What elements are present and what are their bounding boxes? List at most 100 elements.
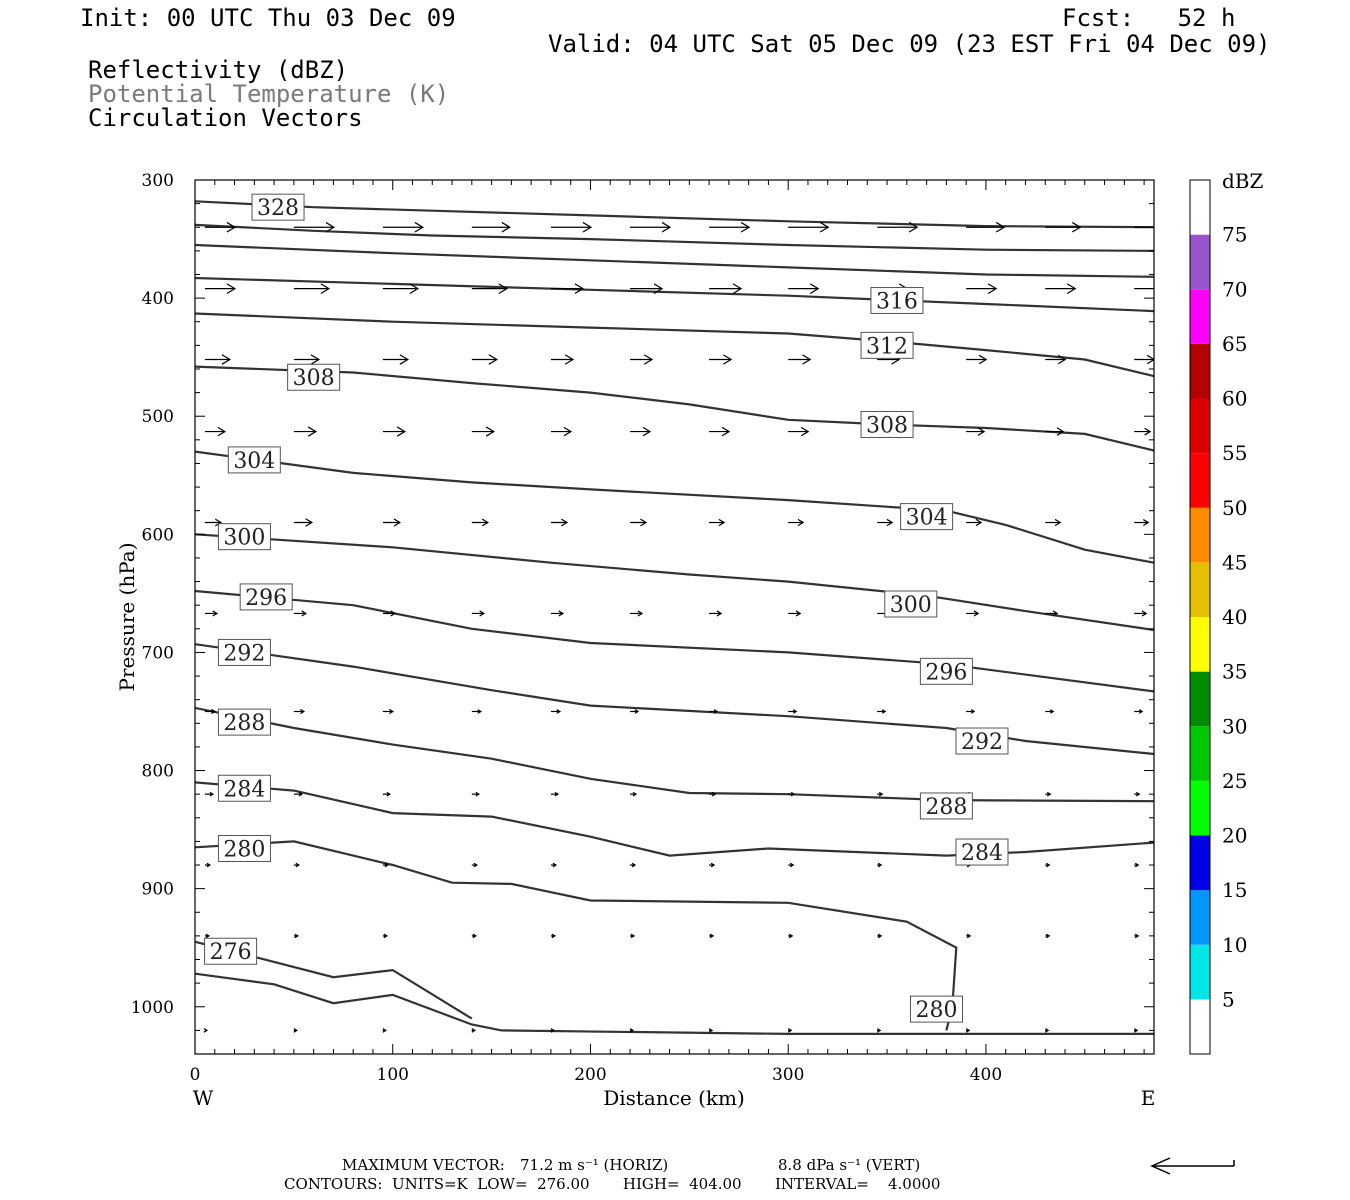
circulation-vector: [788, 283, 820, 294]
circulation-vector: [471, 862, 478, 868]
circulation-vector: [471, 426, 495, 437]
field-reflectivity: Reflectivity (dBZ): [88, 56, 349, 84]
circulation-vector: [1134, 354, 1154, 365]
circulation-vector: [877, 862, 883, 868]
circulation-vector: [471, 518, 489, 527]
max-vector-arrow: [1150, 1157, 1235, 1175]
circulation-vector: [876, 1028, 882, 1033]
circulation-vector: [630, 862, 637, 868]
max-vector-label: MAXIMUM VECTOR:: [342, 1156, 505, 1174]
svg-text:280: 280: [223, 837, 265, 862]
contour-label: 296: [919, 657, 973, 685]
x-tick-label: 400: [970, 1065, 1002, 1085]
colorbar-swatch: [1190, 398, 1210, 454]
circulation-vector: [630, 221, 672, 233]
svg-text:280: 280: [915, 998, 957, 1023]
colorbar-swatch: [1190, 562, 1210, 617]
colorbar-level-label: 60: [1222, 387, 1247, 411]
circulation-vector: [788, 221, 830, 233]
y-tick-label: 600: [142, 525, 174, 545]
colorbar-swatch: [1190, 234, 1210, 290]
circulation-vector: [550, 426, 573, 437]
svg-text:292: 292: [961, 730, 1003, 755]
contour-label: 292: [955, 727, 1009, 755]
circulation-vector: [966, 709, 976, 714]
colorbar-swatch: [1190, 343, 1210, 399]
circulation-vector: [550, 791, 560, 797]
theta-contour-line-1: [195, 223, 1154, 252]
theta-contour-328: [195, 200, 1154, 229]
circulation-vector: [293, 426, 318, 437]
circulation-vector: [382, 610, 397, 617]
theta-contour-line-2: [195, 243, 1154, 278]
theta-contour-line-3: [195, 276, 1154, 313]
contour-label: 280: [217, 834, 271, 862]
contour-label: 284: [217, 774, 271, 802]
svg-text:308: 308: [293, 366, 335, 391]
colorbar-swatch: [1190, 780, 1210, 836]
circulation-vector: [788, 791, 796, 797]
circulation-vector: [550, 709, 562, 714]
circulation-vector: [1134, 610, 1148, 617]
circulation-vector: [1045, 221, 1082, 233]
circulation-vector: [630, 283, 664, 294]
colorbar-swatch: [1190, 507, 1210, 563]
y-tick-label: 700: [142, 643, 174, 663]
east-label: E: [1141, 1086, 1156, 1110]
circulation-vector: [1045, 610, 1059, 617]
circulation-vector: [709, 221, 751, 233]
colorbar-level-label: 20: [1222, 824, 1247, 848]
circulation-vector: [709, 709, 719, 714]
circulation-vector: [382, 791, 392, 797]
circulation-vector: [877, 791, 884, 797]
valid-time: Valid: 04 UTC Sat 05 Dec 09 (23 EST Fri …: [548, 30, 1271, 58]
circulation-vector: [1134, 427, 1152, 436]
circulation-vector: [788, 709, 798, 714]
svg-text:288: 288: [223, 711, 265, 736]
theta-contour-288: [195, 706, 1154, 803]
circulation-vector: [204, 933, 211, 939]
y-tick-label: 900: [142, 880, 174, 900]
svg-text:328: 328: [257, 196, 299, 221]
circulation-vector: [877, 933, 883, 939]
circulation-vector: [382, 708, 395, 715]
colorbar-swatch: [1190, 289, 1210, 344]
theta-contour-284: [195, 781, 1154, 857]
colorbar-swatch: [1190, 453, 1210, 508]
theta-contour-line-14: [195, 972, 1154, 1035]
circulation-vector: [293, 283, 331, 294]
circulation-vector: [788, 862, 795, 868]
contour-label: 284: [955, 838, 1009, 866]
colorbar-level-label: 50: [1222, 496, 1247, 520]
circulation-vector: [966, 354, 988, 365]
circulation-vector: [550, 610, 565, 617]
circulation-vector: [1044, 1028, 1050, 1033]
circulation-vector: [550, 283, 585, 294]
circulation-vector: [204, 708, 217, 715]
circulation-vector: [471, 1028, 476, 1033]
svg-text:308: 308: [866, 413, 908, 438]
circulation-vector: [788, 426, 810, 437]
circulation-vector: [630, 791, 638, 797]
circulation-vector: [382, 933, 389, 939]
circulation-vector: [204, 518, 223, 527]
colorbar-level-label: 30: [1222, 714, 1247, 738]
x-tick-label: 100: [377, 1065, 409, 1085]
contour-label: 328: [251, 193, 305, 221]
contour-label: 304: [227, 446, 281, 474]
colorbar-level-label: 55: [1222, 441, 1247, 465]
circulation-vector: [471, 610, 485, 617]
circulation-vector: [293, 610, 308, 617]
circulation-vector: [709, 354, 733, 365]
circulation-vector: [877, 221, 919, 233]
circulation-vector: [788, 518, 805, 527]
circulation-vector: [293, 354, 321, 365]
contour-label: 308: [860, 410, 914, 438]
west-label: W: [193, 1086, 214, 1110]
circulation-vector: [293, 862, 301, 868]
circulation-vector: [1045, 354, 1067, 365]
colorbar-swatch: [1190, 999, 1210, 1054]
contour-label: 280: [909, 995, 963, 1023]
svg-text:300: 300: [890, 593, 932, 618]
